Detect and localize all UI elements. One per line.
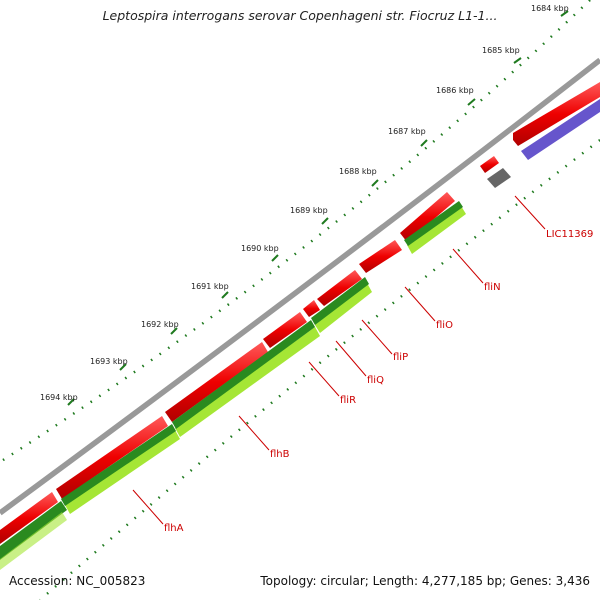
scale-label: 1685 kbp [482, 46, 520, 55]
scale-label: 1687 kbp [388, 127, 426, 136]
forward-strand-cds [0, 82, 600, 544]
cds-forward [0, 492, 58, 544]
cds-reverse-dark [0, 501, 67, 560]
gene-label-flin: fliN [484, 282, 501, 293]
scale-label: 1691 kbp [191, 282, 229, 291]
gene-label-lic11369: LIC11369 [546, 229, 593, 240]
feature-blue [521, 99, 600, 160]
scale-tick [420, 139, 428, 147]
scale-label: 1690 kbp [241, 244, 279, 253]
gene-label-flir: fliR [340, 395, 356, 406]
leader-line [335, 340, 367, 377]
gene-label-flip: fliP [393, 352, 408, 363]
cds-reverse-light [0, 512, 67, 570]
gene-label-flha: flhA [164, 523, 184, 534]
backbone-ring [0, 57, 600, 516]
gene-label-fliq: fliQ [367, 375, 384, 386]
cds-forward [303, 300, 320, 317]
leader-line [238, 415, 270, 451]
cds-forward [359, 240, 402, 273]
scale-tick [119, 363, 127, 371]
scale-label: 1694 kbp [40, 393, 78, 402]
outer-scale-dots [0, 0, 591, 464]
scale-tick [371, 179, 379, 187]
leader-line [452, 248, 484, 284]
gene-label-flhb: flhB [270, 449, 290, 460]
cds-forward [317, 270, 362, 306]
scale-label: 1688 kbp [339, 167, 377, 176]
leader-line [361, 319, 393, 355]
leader-line [308, 361, 340, 397]
cds-forward [263, 312, 307, 348]
gene-labels: LIC11369 fliN fliO fliP fliQ fliR flhB f… [164, 229, 593, 534]
cds-forward [165, 342, 268, 422]
scale-label: 1692 kbp [141, 320, 179, 329]
leader-line [132, 489, 164, 525]
accession-text: Accession: NC_005823 [9, 574, 146, 588]
leader-line [514, 195, 546, 230]
cds-reverse-dark [172, 320, 315, 429]
scale-tick [170, 327, 178, 335]
scale-label: 1693 kbp [90, 357, 128, 366]
scale-labels: 1684 kbp 1685 kbp 1686 kbp 1687 kbp 1688… [40, 4, 569, 402]
scale-label: 1684 kbp [531, 4, 569, 13]
reverse-strand-cds [0, 201, 466, 570]
cds-reverse-light [175, 327, 320, 437]
cds-reverse-light [315, 283, 372, 333]
scale-tick [321, 217, 329, 225]
gene-label-flio: fliO [436, 320, 453, 331]
scale-tick [67, 398, 75, 406]
cds-reverse-dark [61, 424, 176, 506]
cds-reverse-dark [404, 201, 463, 246]
cds-forward [400, 192, 455, 242]
cds-reverse-light [65, 430, 180, 514]
scale-tick [560, 10, 569, 17]
cds-reverse-light [407, 206, 466, 254]
scale-tick [513, 57, 522, 64]
gene-leader-lines [132, 195, 546, 525]
genome-title: Leptospira interrogans serovar Copenhage… [102, 8, 498, 23]
cds-forward [480, 156, 499, 173]
scale-label: 1686 kbp [436, 86, 474, 95]
cds-forward [513, 82, 600, 146]
cds-forward [56, 416, 168, 499]
scale-tick [221, 291, 229, 299]
scale-tick [467, 98, 476, 106]
leader-line [404, 286, 436, 322]
topology-stats-text: Topology: circular; Length: 4,277,185 bp… [260, 574, 590, 588]
feature-gray [487, 168, 511, 188]
scale-ticks [67, 10, 569, 406]
cds-reverse-dark [311, 277, 369, 325]
scale-label: 1689 kbp [290, 206, 328, 215]
scale-tick [271, 254, 279, 262]
